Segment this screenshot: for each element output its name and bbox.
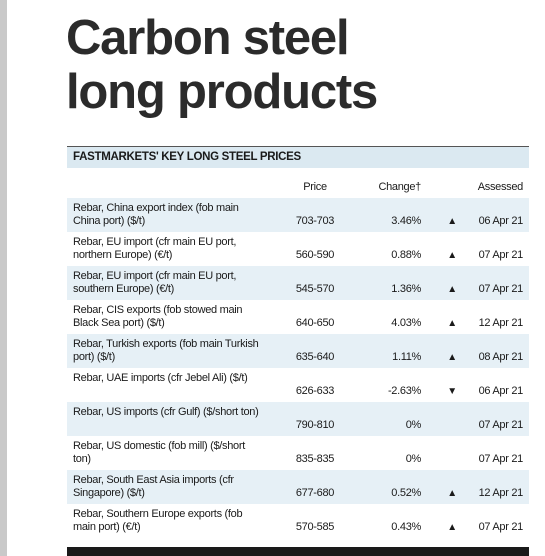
side-bar <box>0 0 7 556</box>
caption-band <box>67 147 529 168</box>
change-arrow: ▲ <box>447 216 457 227</box>
assessed-date: 07 Apr 21 <box>478 249 524 261</box>
change: 0.88% <box>391 249 421 261</box>
footer-bar <box>67 547 529 556</box>
title-line: long products <box>66 65 378 119</box>
change-arrow: ▲ <box>447 352 457 363</box>
price-table: FASTMARKETS' KEY LONG STEEL PRICES Price… <box>67 146 529 542</box>
change: 0.43% <box>391 521 421 533</box>
change: 0% <box>405 419 422 431</box>
change: 4.03% <box>391 317 421 329</box>
change-arrow: ▲ <box>447 250 457 261</box>
assessed-date: 12 Apr 21 <box>478 317 524 329</box>
change: 1.11% <box>392 351 421 363</box>
assessed-date: 06 Apr 21 <box>478 215 524 227</box>
change: 0% <box>405 453 422 465</box>
assessed-date: 07 Apr 21 <box>478 521 524 533</box>
change: -2.63% <box>387 385 421 397</box>
assessed-date: 07 Apr 21 <box>478 283 524 295</box>
price: 560-590 <box>295 249 335 261</box>
price: 545-570 <box>295 283 335 295</box>
assessed-date: 12 Apr 21 <box>478 487 524 499</box>
row-band <box>67 402 529 436</box>
change: 1.36% <box>391 283 421 295</box>
price: 626-633 <box>295 385 335 397</box>
change: 0.52% <box>391 487 421 499</box>
row-label: Rebar, EU import (cfr main EU port, nort… <box>73 236 237 261</box>
assessed-date: 07 Apr 21 <box>478 419 524 431</box>
assessed-date: 08 Apr 21 <box>478 351 524 363</box>
price: 677-680 <box>295 487 335 499</box>
price: 703-703 <box>295 215 335 227</box>
price: 835-835 <box>295 453 335 465</box>
change: 3.46% <box>391 215 421 227</box>
change-arrow: ▲ <box>447 522 457 533</box>
column-header: Price <box>303 181 327 193</box>
price: 635-640 <box>295 351 335 363</box>
price: 570-585 <box>295 521 335 533</box>
row-label: Rebar, Turkish exports (fob main Turkish… <box>73 338 259 363</box>
change-arrow: ▲ <box>447 284 457 295</box>
row-band <box>67 334 529 368</box>
column-header: Change† <box>378 181 421 193</box>
row-label: Rebar, Southern Europe exports (fob main… <box>73 508 243 533</box>
title-line: Carbon steel <box>66 11 350 65</box>
row-band <box>67 470 529 504</box>
row-label: Rebar, UAE imports (cfr Jebel Ali) ($/t) <box>73 372 248 384</box>
assessed-date: 07 Apr 21 <box>478 453 524 465</box>
row-band <box>67 198 529 232</box>
assessed-date: 06 Apr 21 <box>478 385 524 397</box>
row-label: Rebar, US domestic (fob mill) ($/short t… <box>73 440 245 465</box>
table-caption: FASTMARKETS' KEY LONG STEEL PRICES <box>73 151 301 163</box>
row-label: Rebar, EU import (cfr main EU port, sout… <box>73 270 237 295</box>
row-band <box>67 266 529 300</box>
row-label: Rebar, South East Asia imports (cfr Sing… <box>73 474 234 499</box>
price: 640-650 <box>295 317 335 329</box>
row-label: Rebar, US imports (cfr Gulf) ($/short to… <box>73 406 259 418</box>
column-header: Assessed <box>477 181 524 193</box>
price: 790-810 <box>295 419 335 431</box>
change-arrow: ▼ <box>447 386 457 397</box>
change-arrow: ▲ <box>447 318 457 329</box>
change-arrow: ▲ <box>447 488 457 499</box>
row-label: Rebar, CIS exports (fob stowed main Blac… <box>73 304 243 329</box>
row-label: Rebar, China export index (fob main Chin… <box>73 202 239 227</box>
